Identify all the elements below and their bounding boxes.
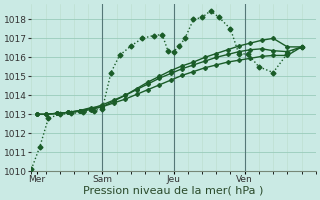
X-axis label: Pression niveau de la mer( hPa ): Pression niveau de la mer( hPa ) — [84, 186, 264, 196]
